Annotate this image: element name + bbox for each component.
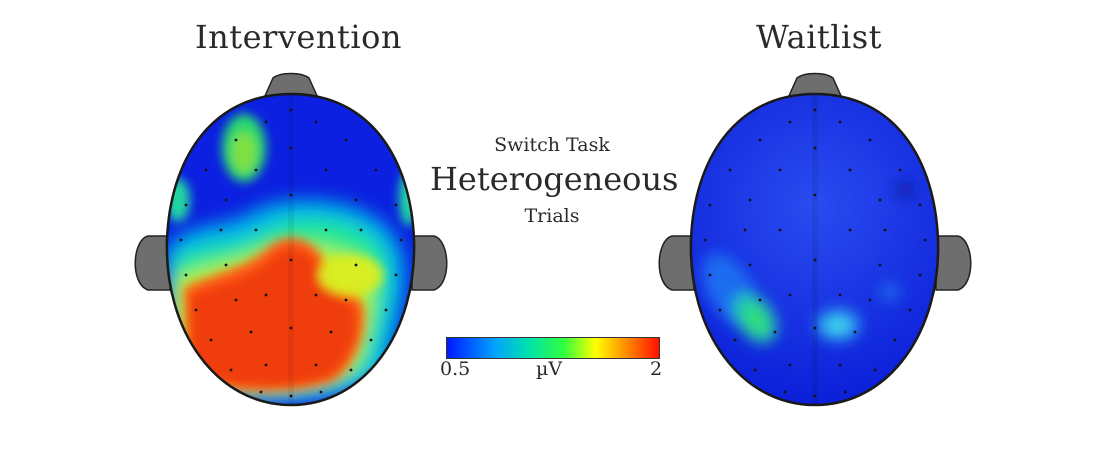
electrode-dots bbox=[179, 108, 403, 398]
waitlist-topomap bbox=[658, 72, 972, 407]
colorbar-max-label: 2 bbox=[650, 358, 663, 380]
colorbar-unit-label: µV bbox=[536, 358, 563, 380]
head-outline bbox=[165, 92, 416, 407]
electrode-dots bbox=[703, 108, 927, 398]
intervention-topomap bbox=[134, 72, 448, 407]
condition-task-label: Switch Task bbox=[494, 134, 610, 156]
waitlist-title: Waitlist bbox=[756, 18, 883, 56]
colorbar bbox=[446, 337, 660, 359]
nose-shape bbox=[262, 72, 320, 99]
left-ear-shape bbox=[658, 235, 695, 291]
colorbar-min-label: 0.5 bbox=[440, 358, 471, 380]
condition-main-label: Heterogeneous bbox=[430, 160, 679, 198]
right-ear-shape bbox=[411, 235, 448, 291]
intervention-title: Intervention bbox=[195, 18, 402, 56]
left-ear-shape bbox=[134, 235, 171, 291]
right-ear-shape bbox=[935, 235, 972, 291]
nose-shape bbox=[786, 72, 844, 99]
condition-trials-label: Trials bbox=[524, 205, 580, 227]
head-outline bbox=[689, 92, 940, 407]
